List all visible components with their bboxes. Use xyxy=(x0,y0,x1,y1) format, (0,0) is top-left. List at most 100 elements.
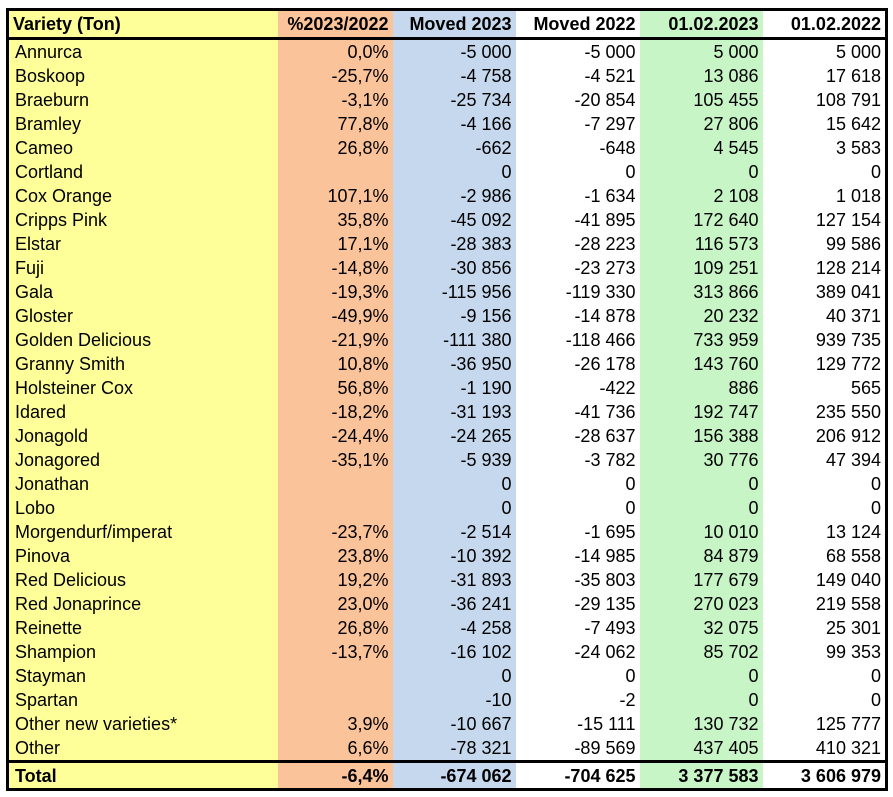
stock-2022-cell: 0 xyxy=(762,472,887,496)
stock-2022-cell: 127 154 xyxy=(762,208,887,232)
header-moved-2023: Moved 2023 xyxy=(392,9,516,40)
change-cell: 6,6% xyxy=(277,736,393,762)
moved-2022-cell: 0 xyxy=(515,664,640,688)
stock-2023-cell: 4 545 xyxy=(639,136,763,160)
stock-2023-cell: 177 679 xyxy=(639,568,763,592)
variety-cell: Pinova xyxy=(7,544,278,568)
stock-2022-cell: 389 041 xyxy=(762,280,887,304)
moved-2022-cell: -14 878 xyxy=(515,304,640,328)
variety-cell: Cox Orange xyxy=(7,184,278,208)
variety-cell: Fuji xyxy=(7,256,278,280)
change-cell: -18,2% xyxy=(277,400,393,424)
stock-2022-cell: 47 394 xyxy=(762,448,887,472)
change-cell: 17,1% xyxy=(277,232,393,256)
table-row: Spartan -10 -2 0 0 xyxy=(7,688,887,712)
stock-2023-cell: 105 455 xyxy=(639,88,763,112)
total-variety-cell: Total xyxy=(7,760,278,790)
moved-2022-cell: -4 521 xyxy=(515,64,640,88)
moved-2022-cell: -7 493 xyxy=(515,616,640,640)
variety-cell: Red Delicious xyxy=(7,568,278,592)
change-cell: 56,8% xyxy=(277,376,393,400)
variety-cell: Other new varieties* xyxy=(7,712,278,736)
stock-2023-cell: 30 776 xyxy=(639,448,763,472)
table-row: Reinette 26,8% -4 258 -7 493 32 075 25 301 xyxy=(7,616,887,640)
variety-cell: Annurca xyxy=(7,38,278,64)
stock-2023-cell: 116 573 xyxy=(639,232,763,256)
moved-2023-cell: -662 xyxy=(392,136,516,160)
table-row: Golden Delicious -21,9% -111 380 -118 466 73… xyxy=(7,328,887,352)
variety-cell: Red Jonaprince xyxy=(7,592,278,616)
change-cell: 0,0% xyxy=(277,38,393,64)
variety-cell: Jonagold xyxy=(7,424,278,448)
variety-cell: Bramley xyxy=(7,112,278,136)
change-cell: -21,9% xyxy=(277,328,393,352)
stock-2023-cell: 10 010 xyxy=(639,520,763,544)
variety-cell: Lobo xyxy=(7,496,278,520)
stock-2023-cell: 27 806 xyxy=(639,112,763,136)
moved-2022-cell: -118 466 xyxy=(515,328,640,352)
moved-2022-cell: -24 062 xyxy=(515,640,640,664)
change-cell: -3,1% xyxy=(277,88,393,112)
stock-2022-cell: 149 040 xyxy=(762,568,887,592)
stock-2022-cell: 17 618 xyxy=(762,64,887,88)
change-cell: 23,0% xyxy=(277,592,393,616)
moved-2023-cell: -78 321 xyxy=(392,736,516,762)
stock-2022-cell: 410 321 xyxy=(762,736,887,762)
variety-cell: Cortland xyxy=(7,160,278,184)
table-row: Boskoop -25,7% -4 758 -4 521 13 086 17 618 xyxy=(7,64,887,88)
stock-2023-cell: 2 108 xyxy=(639,184,763,208)
stock-2023-cell: 733 959 xyxy=(639,328,763,352)
variety-cell: Morgendurf/imperat xyxy=(7,520,278,544)
variety-cell: Gloster xyxy=(7,304,278,328)
table-row: Elstar 17,1% -28 383 -28 223 116 573 99 586 xyxy=(7,232,887,256)
moved-2023-cell: -45 092 xyxy=(392,208,516,232)
variety-cell: Braeburn xyxy=(7,88,278,112)
stock-2022-cell: 99 586 xyxy=(762,232,887,256)
moved-2023-cell: -25 734 xyxy=(392,88,516,112)
moved-2023-cell: -10 xyxy=(392,688,516,712)
moved-2022-cell: -15 111 xyxy=(515,712,640,736)
header-stock-2022: 01.02.2022 xyxy=(762,9,887,40)
stock-2023-cell: 5 000 xyxy=(639,38,763,64)
variety-cell: Idared xyxy=(7,400,278,424)
moved-2022-cell: -648 xyxy=(515,136,640,160)
moved-2023-cell: -5 939 xyxy=(392,448,516,472)
moved-2023-cell: -31 893 xyxy=(392,568,516,592)
change-cell: 26,8% xyxy=(277,136,393,160)
apple-stock-table: Variety (Ton) %2023/2022 Moved 2023 Move… xyxy=(6,8,888,791)
stock-2023-cell: 0 xyxy=(639,688,763,712)
moved-2022-cell: -28 223 xyxy=(515,232,640,256)
stock-2022-cell: 5 000 xyxy=(762,38,887,64)
stock-2023-cell: 0 xyxy=(639,496,763,520)
stock-2022-cell: 25 301 xyxy=(762,616,887,640)
change-cell: -25,7% xyxy=(277,64,393,88)
variety-cell: Reinette xyxy=(7,616,278,640)
moved-2023-cell: -36 950 xyxy=(392,352,516,376)
stock-2022-cell: 3 583 xyxy=(762,136,887,160)
moved-2022-cell: -5 000 xyxy=(515,38,640,64)
stock-2022-cell: 68 558 xyxy=(762,544,887,568)
moved-2022-cell: -26 178 xyxy=(515,352,640,376)
stock-2023-cell: 886 xyxy=(639,376,763,400)
change-cell xyxy=(277,160,393,184)
moved-2022-cell: -7 297 xyxy=(515,112,640,136)
table-row: Shampion -13,7% -16 102 -24 062 85 702 99 353 xyxy=(7,640,887,664)
stock-2022-cell: 99 353 xyxy=(762,640,887,664)
change-cell: 19,2% xyxy=(277,568,393,592)
table-row: Bramley 77,8% -4 166 -7 297 27 806 15 642 xyxy=(7,112,887,136)
change-cell: 23,8% xyxy=(277,544,393,568)
change-cell: 77,8% xyxy=(277,112,393,136)
moved-2023-cell: 0 xyxy=(392,160,516,184)
variety-cell: Other xyxy=(7,736,278,762)
stock-2022-cell: 15 642 xyxy=(762,112,887,136)
table-row: Cripps Pink 35,8% -45 092 -41 895 172 640 127… xyxy=(7,208,887,232)
moved-2023-cell: -9 156 xyxy=(392,304,516,328)
stock-2022-cell: 1 018 xyxy=(762,184,887,208)
change-cell: 26,8% xyxy=(277,616,393,640)
moved-2022-cell: -119 330 xyxy=(515,280,640,304)
stock-2023-cell: 20 232 xyxy=(639,304,763,328)
variety-cell: Boskoop xyxy=(7,64,278,88)
stock-2023-cell: 143 760 xyxy=(639,352,763,376)
stock-2022-cell: 206 912 xyxy=(762,424,887,448)
moved-2022-cell: 0 xyxy=(515,472,640,496)
